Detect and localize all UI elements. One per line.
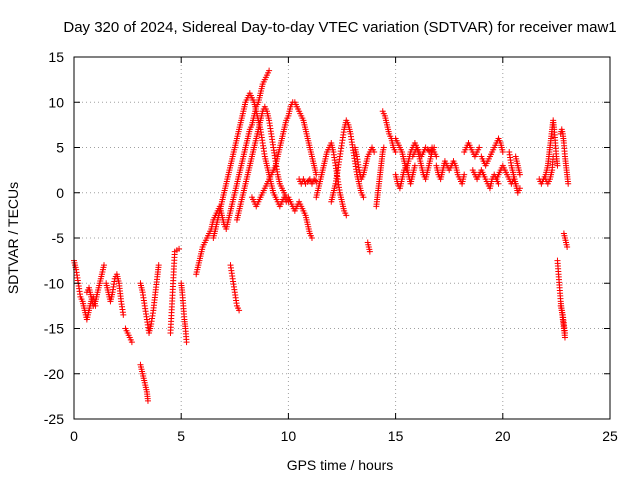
y-tick-label: -10 <box>44 275 64 291</box>
x-tick-label: 0 <box>70 428 78 444</box>
data-point <box>144 397 151 404</box>
data-point <box>565 180 572 187</box>
x-tick-label: 20 <box>495 428 511 444</box>
x-tick-labels: 0 5 10 15 20 25 <box>70 428 618 444</box>
data-point <box>561 330 568 337</box>
data-point <box>392 149 399 156</box>
data-point <box>308 235 315 241</box>
data-point <box>461 171 468 178</box>
data-point <box>495 180 502 187</box>
grid-lines <box>74 57 610 419</box>
x-axis-label: GPS time / hours <box>287 457 394 473</box>
data-point <box>128 339 135 346</box>
data-point <box>312 177 319 184</box>
y-axis-label: SDTVAR / TECUs <box>5 182 21 294</box>
y-tick-label: -20 <box>44 366 64 382</box>
data-point <box>476 144 483 151</box>
data-point <box>366 248 373 255</box>
y-tick-label: -25 <box>44 411 64 427</box>
data-point <box>120 311 127 318</box>
data-point <box>155 262 162 269</box>
data-point <box>411 162 418 169</box>
chart-title: Day 320 of 2024, Sidereal Day-to-day VTE… <box>63 19 616 36</box>
y-tick-label: 10 <box>48 94 64 110</box>
data-point <box>183 339 190 346</box>
data-point <box>343 212 350 219</box>
data-point <box>380 144 387 151</box>
data-point <box>176 245 183 252</box>
data-point <box>516 171 523 178</box>
x-tick-label: 5 <box>177 428 185 444</box>
data-point <box>516 185 523 192</box>
x-tick-label: 25 <box>602 428 618 444</box>
y-tick-label: 5 <box>56 140 64 156</box>
data-points <box>71 67 572 404</box>
y-tick-labels: -25 -20 -15 -10 -5 0 5 10 15 <box>44 49 64 427</box>
data-point <box>101 262 108 269</box>
data-point <box>360 194 367 201</box>
data-point <box>550 153 557 160</box>
data-point <box>371 149 378 156</box>
data-point <box>236 307 243 314</box>
data-point <box>433 153 440 160</box>
data-point <box>266 67 273 74</box>
y-tick-label: -15 <box>44 321 64 337</box>
data-point <box>564 244 571 251</box>
y-tick-label: 0 <box>56 185 64 201</box>
y-tick-label: 15 <box>48 49 64 65</box>
x-tick-label: 10 <box>281 428 297 444</box>
y-tick-label: -5 <box>52 230 65 246</box>
x-tick-label: 15 <box>388 428 404 444</box>
tick-marks <box>73 56 611 420</box>
data-point <box>554 162 561 169</box>
data-point <box>313 171 320 178</box>
data-point <box>499 149 506 156</box>
